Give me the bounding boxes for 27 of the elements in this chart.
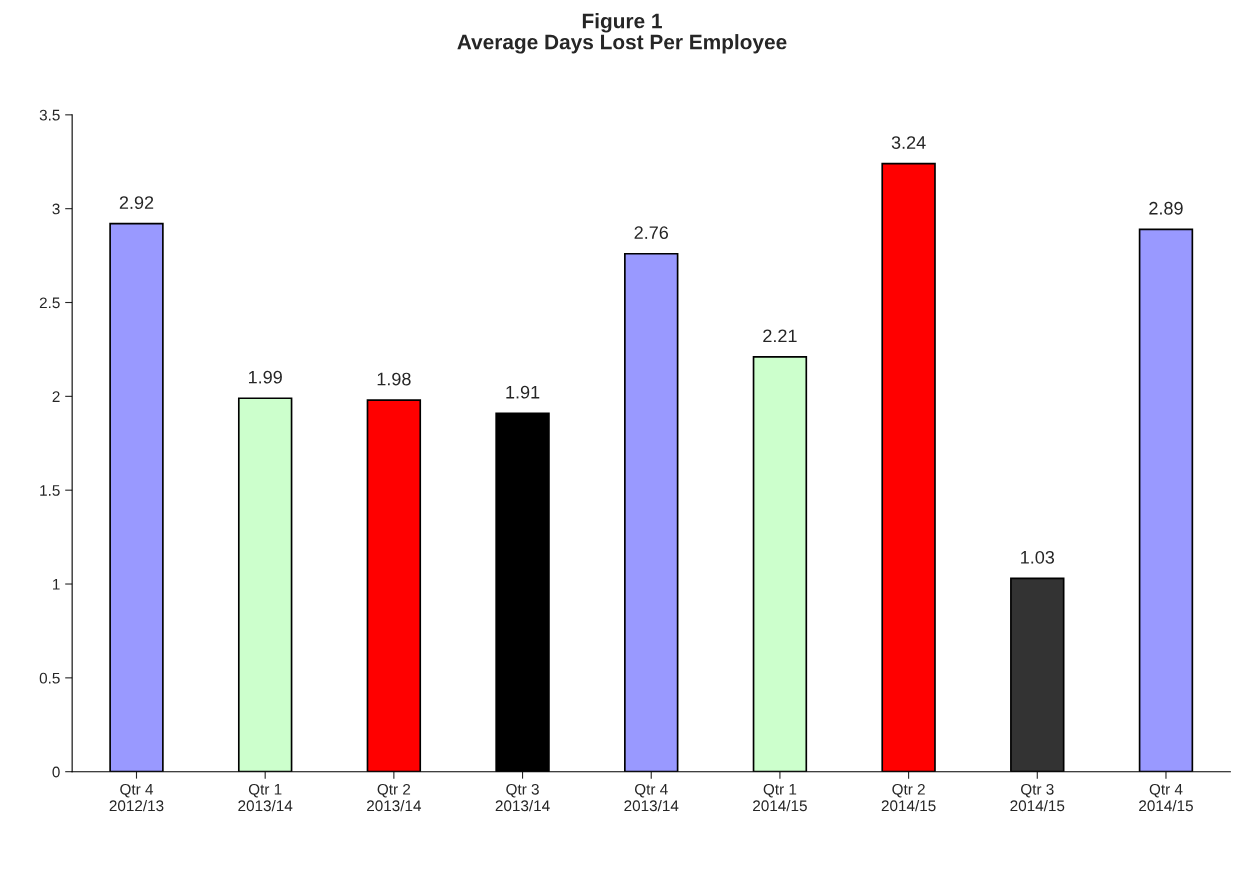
y-tick-label: 3.5 [39,109,60,121]
x-tick-label: Qtr 3 2014/15 [1010,783,1065,812]
x-tick-label: Qtr 4 2013/14 [624,783,679,812]
data-label: 2.21 [763,329,797,343]
data-label: 1.99 [248,370,282,384]
x-tick-label: Qtr 3 2013/14 [495,783,550,812]
x-tick-label: Qtr 4 2012/13 [109,783,164,812]
x-tick-label: Qtr 2 2013/14 [367,783,422,812]
y-tick-label: 0.5 [39,672,60,684]
data-label: 3.24 [891,136,926,149]
y-tick-label: 1 [53,579,60,590]
data-label: 1.91 [506,385,540,399]
y-tick-label: 1.5 [40,485,60,496]
data-label: 2.89 [1149,201,1183,215]
x-tick-label: Qtr 1 2014/15 [753,783,807,812]
data-label: 2.92 [119,196,154,210]
y-tick-label: 2.5 [39,297,60,309]
chart-title: Figure 1 Average Days Lost Per Employee [457,13,787,54]
x-tick-label: Qtr 1 2013/14 [238,783,293,812]
data-label: 1.03 [1021,550,1055,564]
y-tick-label: 3 [52,203,60,215]
x-tick-label: Qtr 4 2014/15 [1139,783,1193,812]
x-tick-label: Qtr 2 2014/15 [881,783,936,812]
y-tick-label: 2 [52,391,60,402]
data-label: 1.98 [377,372,411,386]
y-tick-label: 0 [52,766,60,778]
data-label: 2.76 [634,226,669,240]
